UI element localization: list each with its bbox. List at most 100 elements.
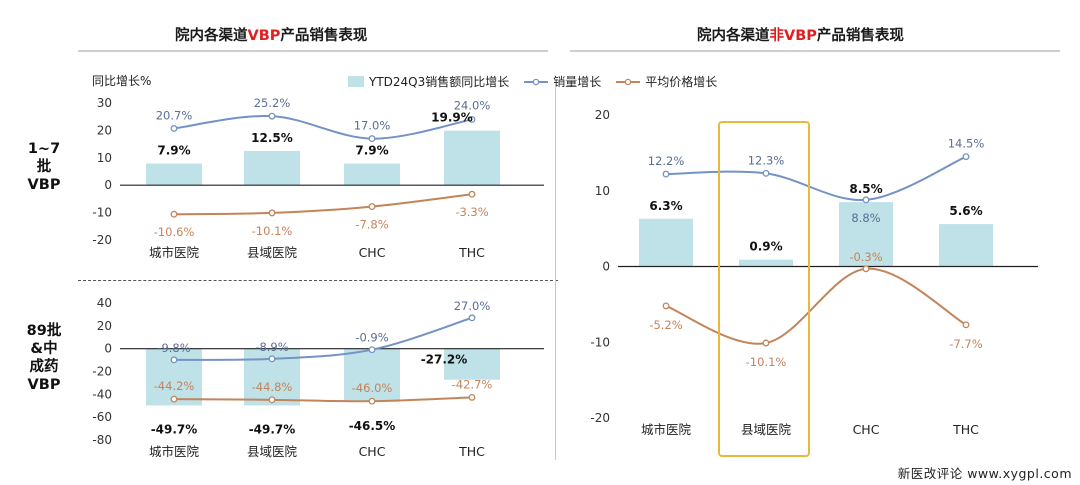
right-volume-point-3 [962, 153, 970, 161]
footer-watermark-text: 新医改评论 www.xygpl.com [897, 466, 1072, 481]
bottom-left-volume-label-3: 27.0% [454, 299, 491, 313]
top-left-category-0: 城市医院 [149, 245, 200, 260]
legend-volume-item: 销量增长 [523, 73, 601, 90]
right-volume-label-2: 8.8% [851, 211, 880, 225]
top-left-bar-label-3: 19.9% [431, 111, 473, 125]
right-bar-label-2: 8.5% [849, 182, 882, 196]
right-ytick-neg20: -20 [590, 411, 610, 425]
legend-price-item: 平均价格增长 [615, 73, 717, 90]
row-separator [78, 280, 558, 281]
left-title-prefix: 院内各渠道 [175, 28, 248, 44]
bottom-left-price-label-1: -44.8% [252, 380, 293, 394]
top-left-volume-label-3: 24.0% [454, 98, 491, 112]
right-price-label-2: -0.3% [849, 250, 882, 264]
row-label-bottom-line-3: 成药 [29, 359, 59, 375]
row-label-bottom-line-1: 89批 [26, 323, 62, 339]
bottom-left-bar-2 [344, 348, 400, 402]
left-title-underline [78, 50, 548, 52]
chart-legend: YTD24Q3销售额同比增长 销量增长 平均价格增长 [348, 73, 731, 90]
bottom-left-volume-point-3 [468, 314, 476, 322]
right-bar-label-3: 5.6% [949, 204, 982, 218]
right-chart-title: 院内各渠道非VBP产品销售表现 [697, 24, 904, 45]
right-volume-line [665, 155, 967, 201]
right-ytick-10: 10 [595, 184, 610, 198]
bottom-left-ytick-neg80: -80 [92, 433, 112, 447]
top-left-volume-label-1: 25.2% [254, 96, 291, 110]
top-left-ytick-10: 10 [97, 151, 112, 165]
right-bar-1 [739, 259, 793, 267]
top-left-price-point-3 [468, 190, 476, 198]
bottom-left-ytick-neg40: -40 [92, 387, 112, 401]
bottom-left-category-3: THC [458, 444, 485, 459]
right-ytick-0: 0 [602, 260, 610, 274]
bottom-left-bar-3 [444, 348, 500, 380]
right-title-suffix: 产品销售表现 [816, 28, 904, 44]
top-left-volume-point-0 [170, 125, 178, 132]
right-category-2: CHC [853, 422, 880, 437]
right-volume-label-0: 12.2% [648, 154, 685, 168]
right-price-point-0 [662, 302, 670, 310]
legend-price-line-icon [616, 78, 641, 85]
right-category-0: 城市医院 [641, 422, 692, 437]
top-left-price-line [173, 193, 473, 216]
right-volume-point-1 [762, 169, 770, 177]
right-title-highlight: 非VBP [769, 28, 817, 44]
bottom-left-ytick-40: 40 [97, 296, 112, 310]
bottom-left-category-0: 城市医院 [149, 444, 200, 459]
bottom-left-price-point-3 [468, 393, 476, 401]
right-price-label-3: -7.7% [949, 337, 982, 351]
bottom-left-price-point-1 [268, 396, 276, 404]
right-category-3: THC [952, 422, 979, 437]
bottom-left-price-label-0: -44.2% [154, 379, 195, 393]
top-left-category-3: THC [458, 245, 485, 260]
right-bar-label-1: 0.9% [749, 240, 782, 254]
right-volume-label-3: 14.5% [948, 137, 985, 151]
legend-bar-swatch [348, 76, 364, 87]
top-left-volume-label-2: 17.0% [354, 119, 391, 133]
top-left-bar-0 [146, 163, 202, 186]
top-left-category-1: 县域医院 [247, 245, 298, 260]
bottom-left-volume-point-1 [268, 355, 276, 363]
bottom-left-volume-label-1: -8.9% [255, 340, 288, 354]
top-left-price-label-0: -10.6% [154, 225, 195, 239]
top-left-ytick-neg20: -20 [92, 233, 112, 247]
top-left-price-point-0 [170, 210, 178, 218]
panel-divider [555, 86, 556, 460]
bottom-left-volume-line [173, 316, 473, 361]
bottom-left-volume-point-0 [170, 356, 178, 364]
right-price-point-3 [962, 321, 970, 329]
right-price-point-1 [762, 339, 770, 347]
y-axis-title: 同比增长% [92, 74, 152, 88]
bottom-left-price-label-3: -42.7% [452, 377, 493, 391]
right-bar-0 [639, 218, 693, 267]
top-left-bar-3 [444, 130, 500, 186]
right-bar-label-0: 6.3% [649, 199, 682, 213]
row-label-bottom-line-4: VBP [27, 377, 61, 393]
row-label-top: 1~7 批 VBP [16, 140, 72, 194]
bottom-left-bar-label-0: -49.7% [151, 422, 198, 436]
top-left-volume-label-0: 20.7% [156, 108, 193, 122]
bottom-left-volume-label-0: -9.8% [157, 341, 190, 355]
top-left-bar-1 [244, 150, 300, 186]
right-title-underline [570, 50, 1060, 52]
legend-volume-line-icon [524, 78, 549, 85]
bottom-left-ytick-neg60: -60 [92, 410, 112, 424]
top-left-category-2: CHC [359, 245, 386, 260]
top-left-ytick-20: 20 [97, 123, 112, 137]
bottom-left-ytick-0: 0 [104, 342, 112, 356]
top-left-ytick-neg10: -10 [92, 206, 112, 220]
right-bar-3 [939, 224, 993, 267]
county-hospital-highlight-box [718, 121, 810, 457]
top-left-bar-label-2: 7.9% [355, 144, 388, 158]
top-left-ytick-0: 0 [104, 178, 112, 192]
right-ytick-neg10: -10 [590, 335, 610, 349]
top-left-volume-point-2 [368, 135, 376, 143]
bottom-left-price-point-2 [368, 397, 376, 405]
top-left-bar-label-1: 12.5% [251, 131, 293, 145]
right-price-label-0: -5.2% [649, 318, 682, 332]
right-volume-point-0 [662, 170, 670, 178]
bottom-left-category-2: CHC [359, 444, 386, 459]
bottom-left-bar-label-3: -27.2% [421, 353, 468, 367]
row-label-top-line-3: VBP [27, 177, 61, 193]
legend-volume-label: 销量增长 [553, 75, 602, 89]
